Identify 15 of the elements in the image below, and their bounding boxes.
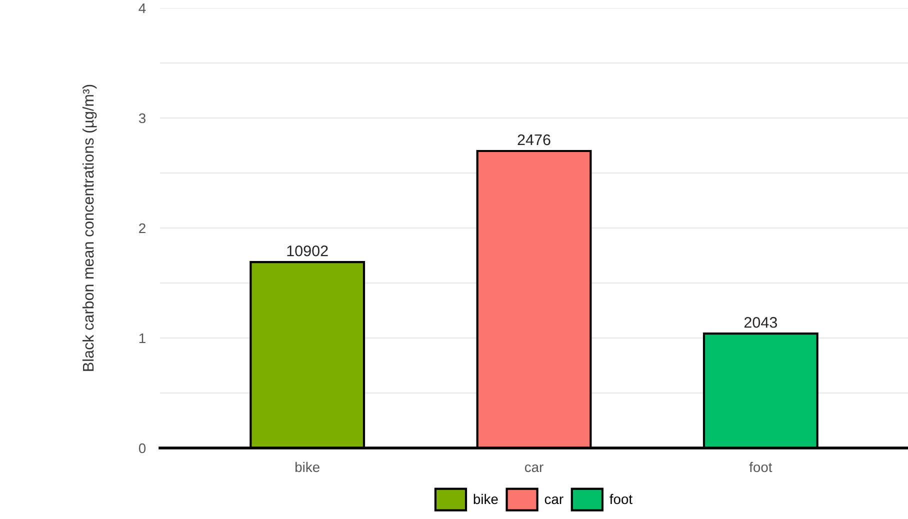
legend-label: bike — [474, 494, 498, 504]
y-axis-title: Black carbon mean concentrations (µg/m³) — [82, 84, 97, 371]
legend-label: car — [544, 496, 564, 504]
y-tick-label: 3 — [138, 113, 146, 124]
x-tick-label: bike — [295, 462, 320, 472]
annotation: 2476 — [518, 134, 550, 146]
annotation: 10902 — [287, 245, 328, 256]
y-tick-label: 1 — [139, 333, 146, 344]
annotation: 2043 — [744, 316, 777, 328]
y-tick-label: 0 — [138, 443, 146, 454]
legend-label: foot — [610, 494, 632, 504]
x-tick-label: car — [524, 464, 544, 472]
y-tick-label: 4 — [138, 3, 146, 14]
y-tick-label: 2 — [139, 223, 146, 234]
x-tick-label: foot — [749, 462, 772, 472]
